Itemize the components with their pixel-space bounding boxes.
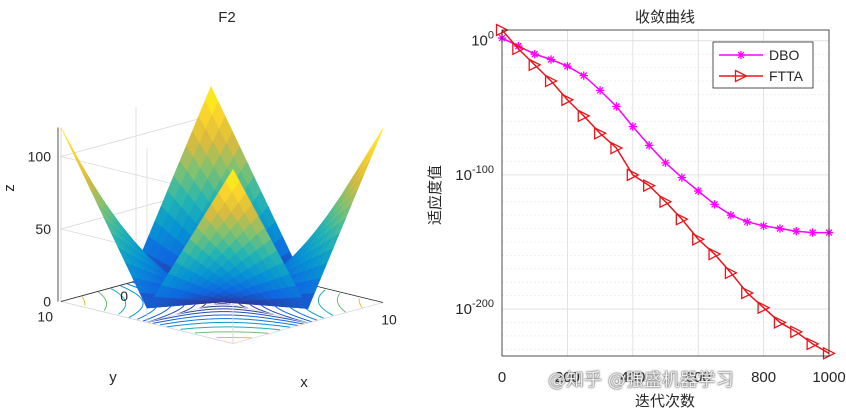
ftta-marker	[593, 126, 608, 140]
floor-contour	[97, 291, 108, 312]
convergence-ticks: 0 200 400 600 800 1000 100 10-100 10-200	[455, 29, 846, 386]
dbo-marker	[661, 158, 670, 168]
watermark: @知乎 @强盛机器学习	[548, 370, 734, 391]
floor-gridline	[232, 302, 384, 344]
dbo-marker	[579, 71, 588, 80]
legend-entry: FTTA	[719, 68, 804, 84]
x-tick-label: 1000	[812, 369, 845, 386]
x-tick-label: 10	[381, 312, 397, 328]
dbo-marker	[775, 224, 785, 233]
legend-label: DBO	[769, 47, 799, 63]
floor-contour	[336, 292, 347, 313]
dbo-marker	[743, 217, 752, 227]
legend-box	[712, 41, 814, 89]
dbo-marker	[546, 55, 556, 64]
ftta-marker	[806, 337, 820, 351]
dbo-marker	[736, 50, 746, 60]
ftta-marker	[708, 247, 722, 261]
surface-title: F2	[218, 9, 236, 26]
floor-contour	[152, 314, 305, 325]
legend-entry: DBO	[719, 47, 799, 63]
y-tick-label: 10-100	[455, 164, 494, 184]
y-tick-label: 100	[471, 30, 494, 50]
dbo-marker	[677, 173, 687, 182]
y-tick-label: 0	[120, 288, 128, 304]
series-ftta	[495, 23, 836, 360]
dbo-marker	[792, 227, 801, 236]
x-tick-label: 600	[686, 369, 711, 386]
ftta-marker	[561, 93, 575, 107]
surface-face	[225, 168, 240, 193]
ftta-marker	[724, 266, 738, 280]
floor-contour	[180, 326, 281, 331]
dbo-marker	[563, 62, 572, 71]
x-tick-label: 200	[555, 369, 580, 386]
floor-contour	[110, 288, 127, 315]
ftta-marker	[659, 195, 673, 209]
floor-contour	[194, 331, 269, 334]
dbo-marker	[595, 86, 605, 95]
convergence-series	[495, 23, 836, 360]
floor-contour	[199, 305, 248, 309]
floor-contour	[146, 311, 309, 324]
ftta-marker	[512, 42, 526, 56]
convergence-y-label: 适应度值	[426, 165, 444, 225]
x-tick-label: 800	[751, 369, 776, 386]
surface-mesh	[60, 85, 384, 309]
ftta-marker	[757, 301, 771, 315]
floor-contour	[317, 289, 334, 316]
dbo-marker	[726, 210, 736, 220]
ftta-marker	[675, 212, 689, 226]
floor-contour	[120, 285, 144, 319]
convergence-title: 收敛曲线	[635, 9, 695, 26]
dbo-marker	[694, 186, 703, 196]
ftta-marker	[643, 179, 657, 193]
z-tick-label: 0	[43, 294, 51, 310]
dbo-marker	[759, 221, 768, 231]
floor-contour	[166, 321, 291, 328]
ftta-marker	[577, 109, 591, 123]
x-tick-label: 0	[498, 369, 506, 386]
convergence-x-label: 迭代次数	[635, 393, 695, 410]
dbo-marker	[628, 122, 637, 131]
ftta-marker	[610, 141, 624, 155]
floor-contour	[176, 308, 274, 316]
surface-y-label: y	[109, 369, 117, 386]
floor-gridline	[60, 301, 234, 344]
dbo-marker	[612, 102, 621, 111]
dbo-marker	[530, 49, 539, 59]
plot-frame	[501, 29, 830, 357]
z-tick-label: 50	[35, 221, 51, 237]
dbo-marker	[808, 228, 817, 237]
y-tick-label: 10	[37, 309, 53, 325]
ftta-marker	[790, 325, 804, 339]
ftta-marker	[773, 315, 787, 330]
legend-label: FTTA	[769, 68, 804, 84]
ftta-marker	[528, 58, 542, 72]
floor-contour	[159, 318, 299, 327]
y-tick-label: 10-200	[455, 298, 494, 318]
surface-z-label: z	[1, 184, 18, 192]
ftta-marker	[692, 232, 706, 246]
ftta-marker	[741, 286, 755, 300]
ftta-marker	[544, 74, 559, 88]
surface-x-label: x	[300, 374, 308, 391]
x-tick-label: 400	[620, 369, 645, 386]
floor-contour	[81, 295, 86, 306]
dbo-marker	[644, 141, 654, 150]
dbo-marker	[710, 200, 719, 209]
z-tick-label: 100	[28, 149, 52, 165]
ftta-marker	[734, 69, 748, 83]
ftta-marker	[626, 168, 640, 182]
convergence-legend: DBO FTTA	[712, 41, 814, 89]
floor-contour	[358, 298, 363, 309]
